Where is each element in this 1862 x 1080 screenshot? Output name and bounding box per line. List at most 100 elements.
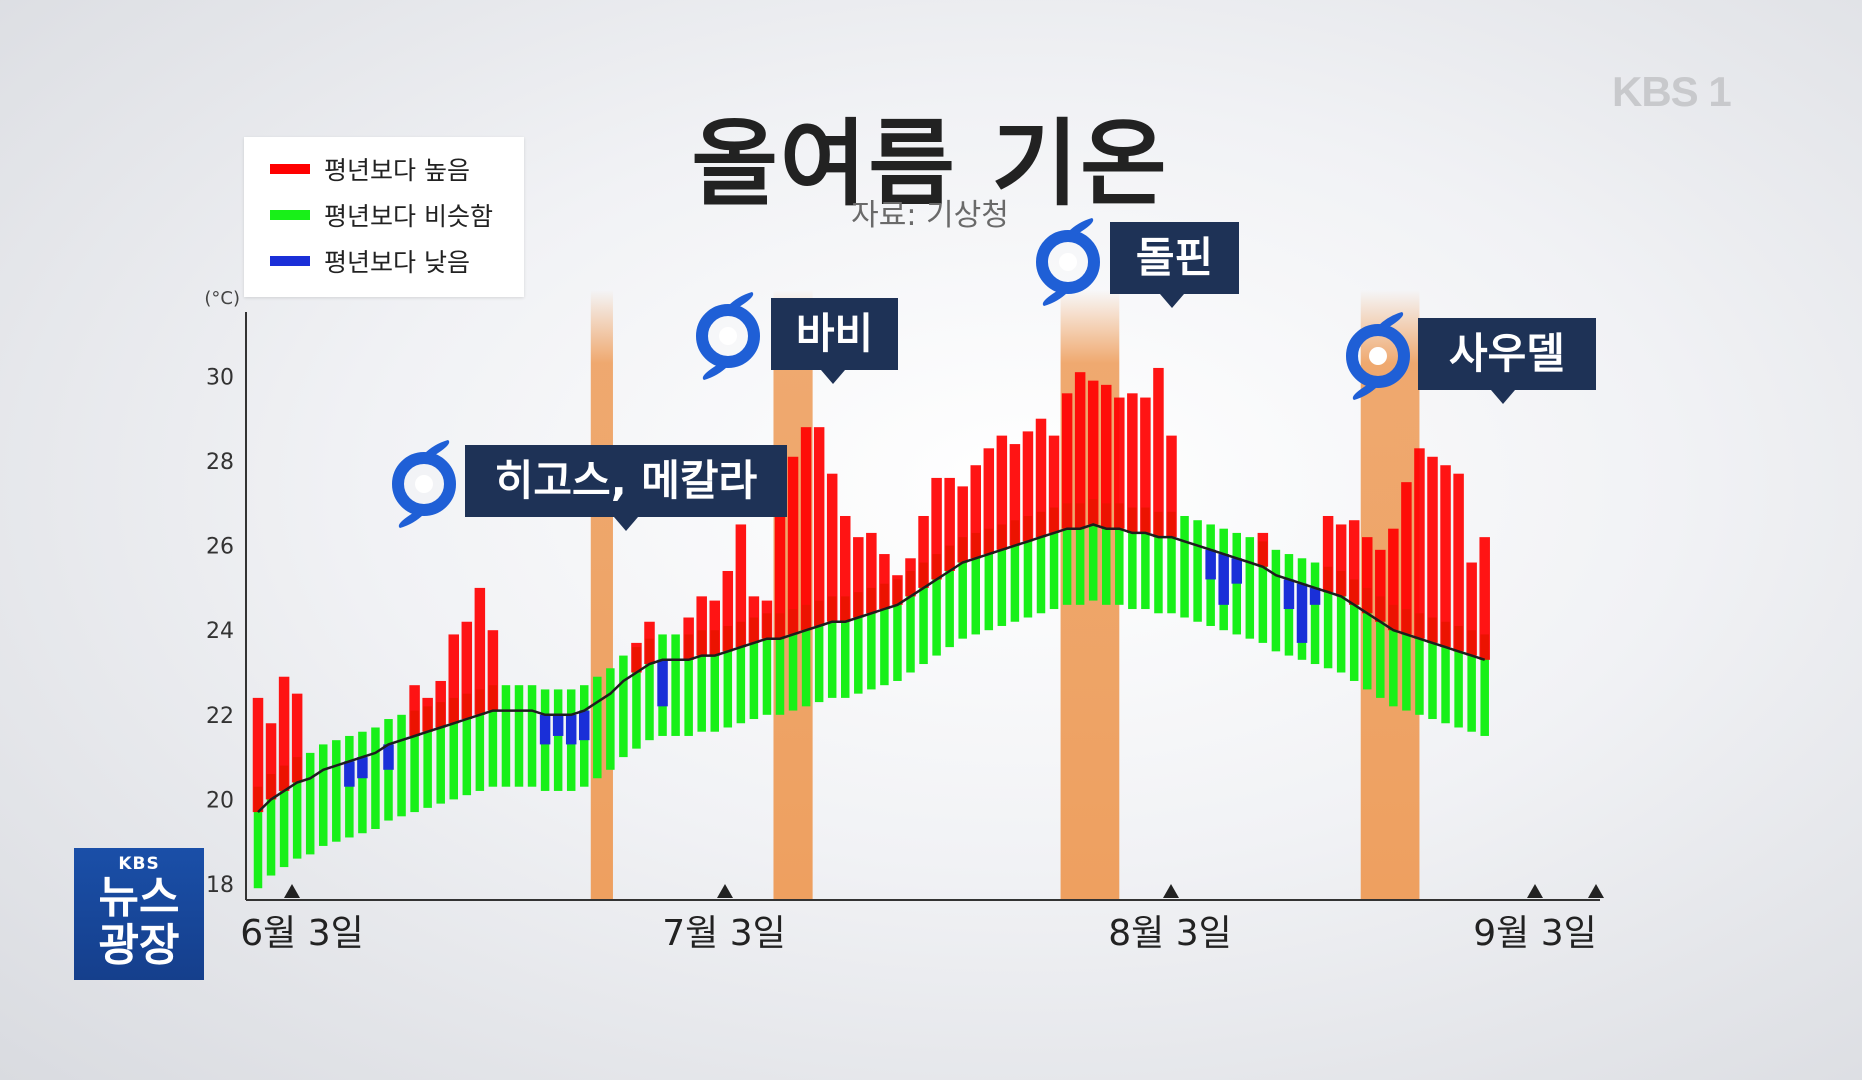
normal-range-bar: [984, 528, 994, 631]
y-axis-unit: (°C): [204, 288, 240, 309]
normal-mean-line: [257, 523, 1486, 813]
y-tick-label: 30: [206, 365, 234, 390]
typhoon-icon-ring: [696, 304, 760, 368]
high-temp-bar: [1061, 393, 1073, 529]
normal-range-bar: [1349, 579, 1359, 681]
x-tick-marker: [717, 884, 733, 898]
x-tick-marker: [1527, 884, 1543, 898]
normal-range-bar: [384, 719, 393, 821]
high-temp-bar: [748, 596, 760, 643]
high-temp-bar: [409, 685, 420, 736]
high-temp-bar: [853, 537, 864, 618]
low-temp-bar: [357, 757, 368, 779]
high-temp-bar: [1414, 448, 1425, 639]
normal-range-bar: [762, 613, 772, 715]
high-temp-bar: [644, 621, 655, 665]
x-tick-label: 9월 3일: [1473, 913, 1597, 954]
normal-range-bar: [371, 727, 380, 830]
typhoon-label-box: [465, 445, 787, 517]
x-tick-label: 8월 3일: [1108, 913, 1232, 954]
typhoon-icon-arm-top: [424, 440, 450, 458]
high-temp-bar: [1348, 520, 1360, 605]
normal-range-bar: [1075, 503, 1085, 605]
normal-range-bar: [645, 638, 654, 741]
normal-range-bar: [1102, 503, 1111, 605]
normal-range-bar: [1323, 566, 1333, 669]
legend-swatch-normal: [270, 210, 310, 220]
normal-range-bar: [1480, 634, 1489, 736]
high-temp-bar: [435, 680, 446, 728]
normal-range-bar: [1036, 511, 1046, 614]
normal-range-bar: [710, 630, 719, 732]
high-temp-bar: [735, 524, 747, 648]
normal-range-bar: [1376, 596, 1385, 698]
typhoon-icon-eye: [1059, 253, 1077, 271]
typhoon-label-pointer: [1491, 390, 1515, 404]
normal-range-bar: [1441, 621, 1450, 724]
low-temp-bar: [1283, 579, 1295, 610]
typhoon-name: 히고스, 메칼라: [495, 456, 758, 505]
typhoon-icon-arm-bottom: [1042, 288, 1068, 306]
badge-line-3: 광장: [98, 920, 180, 971]
low-temp-bar: [1205, 549, 1216, 580]
normal-range-bar: [332, 740, 341, 842]
x-tick-label: 7월 3일: [662, 913, 786, 954]
low-temp-bar: [1218, 554, 1229, 605]
typhoon-icon-eye: [1369, 347, 1387, 365]
typhoon-icon-arm-top: [728, 292, 754, 310]
normal-range-bar: [1428, 617, 1437, 720]
normal-range-bar: [423, 706, 432, 808]
legend-item-normal: 평년보다 비슷함: [270, 200, 493, 231]
normal-range-bar: [358, 731, 367, 834]
normal-range-bar: [945, 545, 954, 648]
normal-range-bar: [971, 532, 980, 635]
normal-range-bar: [449, 697, 458, 800]
high-temp-bar: [696, 596, 707, 656]
normal-range-bar: [1167, 511, 1176, 614]
legend-item-low: 평년보다 낮음: [270, 246, 470, 277]
normal-range-bar: [1128, 507, 1137, 610]
normal-range-bar: [684, 634, 693, 736]
normal-range-bar: [1193, 520, 1202, 622]
chart-legend: 평년보다 높음 평년보다 비슷함 평년보다 낮음: [244, 137, 524, 297]
high-temp-bar: [1048, 435, 1060, 533]
legend-label-low: 평년보다 낮음: [324, 248, 470, 277]
low-temp-bar: [565, 714, 577, 745]
high-temp-bar: [1166, 435, 1177, 538]
normal-range-bar: [488, 685, 498, 787]
x-tick-label: 6월 3일: [240, 913, 364, 954]
typhoon-icon-arm-top: [1068, 218, 1094, 236]
normal-range-bar: [1271, 549, 1281, 652]
high-temp-bar: [1074, 372, 1086, 529]
normal-range-bar: [814, 600, 824, 703]
high-temp-bar: [918, 515, 929, 588]
typhoon-icon: [1346, 312, 1410, 400]
typhoon-band-0: [590, 290, 613, 900]
program-badge: KBS 뉴스 광장: [74, 848, 204, 980]
temperature-bars: [252, 367, 1490, 889]
normal-range-bar: [475, 689, 485, 791]
high-temp-bar: [957, 486, 968, 563]
high-temp-bar: [1022, 431, 1034, 542]
typhoon-icon-eye: [719, 327, 737, 345]
normal-range-bar: [723, 625, 733, 728]
high-temp-bar: [774, 511, 786, 639]
normal-range-bar: [1010, 520, 1020, 622]
normal-range-bar: [1180, 515, 1189, 618]
legend-label-normal: 평년보다 비슷함: [324, 202, 493, 231]
normal-range-bar: [632, 647, 641, 749]
high-temp-bar: [892, 575, 903, 605]
high-temp-bar: [265, 723, 277, 800]
normal-range-bar: [1141, 507, 1150, 610]
normal-range-bar: [292, 757, 302, 859]
typhoon-icon-ring: [1346, 324, 1410, 388]
normal-range-bar: [906, 570, 915, 673]
normal-range-bar: [1062, 503, 1072, 605]
y-tick-label: 24: [206, 619, 234, 644]
normal-range-bar: [1336, 570, 1346, 673]
normal-range-bar: [893, 579, 902, 681]
high-temp-bar: [840, 515, 851, 622]
normal-range-bar: [410, 710, 419, 813]
normal-range-bar: [1245, 537, 1255, 639]
